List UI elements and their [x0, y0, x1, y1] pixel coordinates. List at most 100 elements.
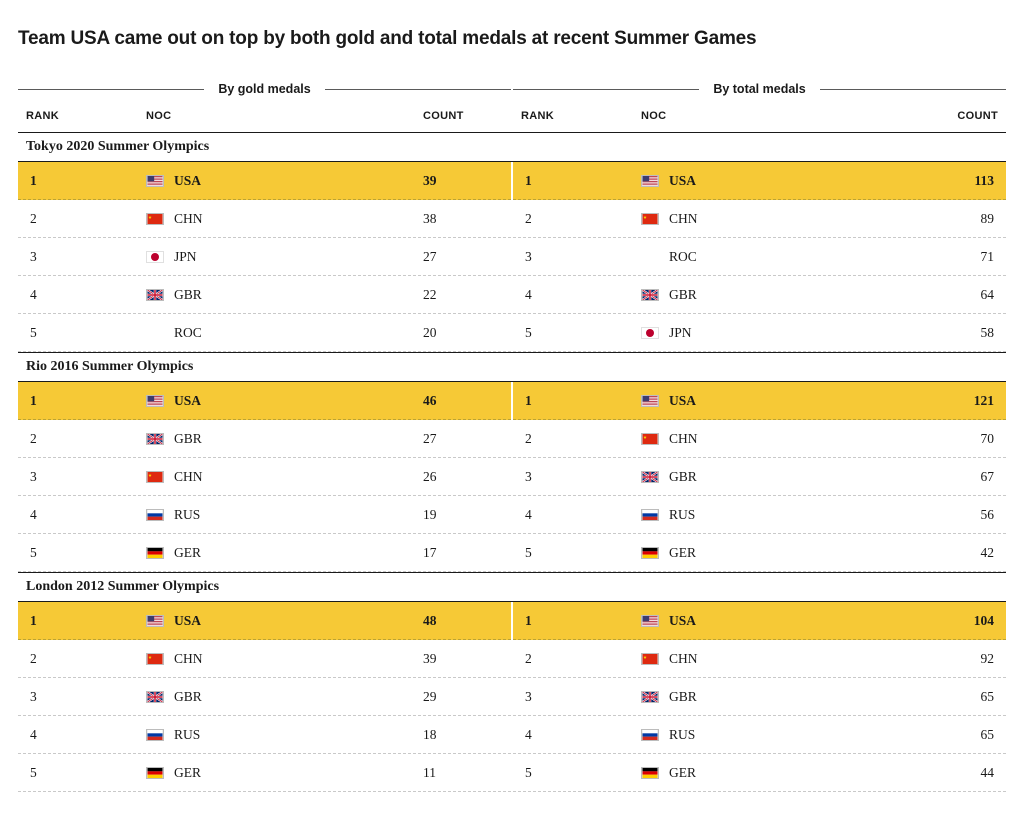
- table-row: 4GBR64: [513, 276, 1006, 314]
- table-row: 1USA104: [513, 602, 1006, 640]
- rank-cell: 4: [521, 507, 641, 523]
- usa-flag-icon: [641, 615, 659, 627]
- rank-cell: 5: [521, 545, 641, 561]
- table-row: 5ROC20: [18, 314, 511, 352]
- table-row: 1USA39: [18, 162, 511, 200]
- noc-cell: GBR: [146, 689, 423, 705]
- panel-header-label: By gold medals: [204, 82, 324, 96]
- table-row: 1USA113: [513, 162, 1006, 200]
- count-cell: 29: [423, 689, 503, 705]
- rank-cell: 5: [26, 765, 146, 781]
- noc-label: GBR: [669, 689, 697, 705]
- count-cell: 67: [918, 469, 998, 485]
- section-rows-band: 1USA392CHN383JPN274GBR225ROC201USA1132CH…: [18, 162, 1006, 352]
- col-rank-header: RANK: [26, 110, 146, 122]
- count-cell: 18: [423, 727, 503, 743]
- rank-cell: 2: [521, 211, 641, 227]
- chn-flag-icon: [641, 653, 659, 665]
- gbr-flag-icon: [146, 289, 164, 301]
- noc-label: GER: [669, 765, 696, 781]
- col-noc-header: NOC: [641, 110, 918, 122]
- rank-cell: 1: [521, 393, 641, 409]
- noc-cell: USA: [146, 173, 423, 189]
- roc-flag-icon: [641, 251, 659, 263]
- rus-flag-icon: [641, 509, 659, 521]
- count-cell: 46: [423, 393, 503, 409]
- noc-cell: RUS: [641, 507, 918, 523]
- noc-cell: ROC: [641, 249, 918, 265]
- noc-cell: GBR: [146, 287, 423, 303]
- table-row: 4RUS18: [18, 716, 511, 754]
- rank-cell: 4: [26, 287, 146, 303]
- table-row: 5GER44: [513, 754, 1006, 792]
- noc-cell: JPN: [641, 325, 918, 341]
- rank-cell: 5: [26, 325, 146, 341]
- ger-flag-icon: [146, 547, 164, 559]
- table-row: 2GBR27: [18, 420, 511, 458]
- noc-cell: GER: [641, 765, 918, 781]
- noc-cell: CHN: [641, 431, 918, 447]
- ger-flag-icon: [146, 767, 164, 779]
- count-cell: 71: [918, 249, 998, 265]
- table-row: 3CHN26: [18, 458, 511, 496]
- usa-flag-icon: [146, 395, 164, 407]
- ger-flag-icon: [641, 547, 659, 559]
- table-row: 5GER42: [513, 534, 1006, 572]
- chn-flag-icon: [146, 471, 164, 483]
- gbr-flag-icon: [641, 691, 659, 703]
- gbr-flag-icon: [641, 289, 659, 301]
- panel-column: 1USA392CHN383JPN274GBR225ROC20: [18, 162, 511, 352]
- panels-container: By gold medalsRANKNOCCOUNTBy total medal…: [18, 82, 1006, 792]
- panel-header-block: By gold medalsRANKNOCCOUNT: [18, 82, 511, 132]
- table-row: 1USA46: [18, 382, 511, 420]
- noc-label: USA: [174, 613, 201, 629]
- table-row: 1USA48: [18, 602, 511, 640]
- rank-cell: 4: [26, 727, 146, 743]
- usa-flag-icon: [146, 615, 164, 627]
- section-rows-band: 1USA462GBR273CHN264RUS195GER171USA1212CH…: [18, 382, 1006, 572]
- section-title: London 2012 Summer Olympics: [18, 572, 1006, 602]
- rank-cell: 3: [26, 249, 146, 265]
- col-rank-header: RANK: [521, 110, 641, 122]
- noc-cell: GBR: [641, 469, 918, 485]
- rus-flag-icon: [641, 729, 659, 741]
- panel-header-block: By total medalsRANKNOCCOUNT: [513, 82, 1006, 132]
- rank-cell: 2: [521, 651, 641, 667]
- chn-flag-icon: [146, 213, 164, 225]
- count-cell: 22: [423, 287, 503, 303]
- rank-cell: 4: [26, 507, 146, 523]
- noc-cell: GBR: [146, 431, 423, 447]
- usa-flag-icon: [146, 175, 164, 187]
- table-row: 4GBR22: [18, 276, 511, 314]
- noc-cell: CHN: [146, 211, 423, 227]
- panel-column: 1USA1042CHN923GBR654RUS655GER44: [513, 602, 1006, 792]
- section-rows-band: 1USA482CHN393GBR294RUS185GER111USA1042CH…: [18, 602, 1006, 792]
- rank-cell: 3: [521, 249, 641, 265]
- noc-cell: USA: [641, 613, 918, 629]
- page-title: Team USA came out on top by both gold an…: [18, 28, 1006, 50]
- count-cell: 65: [918, 689, 998, 705]
- table-row: 5GER11: [18, 754, 511, 792]
- noc-cell: GBR: [641, 287, 918, 303]
- noc-label: CHN: [174, 469, 203, 485]
- rank-cell: 3: [521, 689, 641, 705]
- rank-cell: 4: [521, 727, 641, 743]
- rus-flag-icon: [146, 509, 164, 521]
- noc-label: USA: [174, 393, 201, 409]
- count-cell: 38: [423, 211, 503, 227]
- noc-label: GBR: [174, 431, 202, 447]
- count-cell: 27: [423, 431, 503, 447]
- table-row: 2CHN70: [513, 420, 1006, 458]
- noc-cell: RUS: [146, 727, 423, 743]
- table-row: 2CHN39: [18, 640, 511, 678]
- noc-label: ROC: [174, 325, 202, 341]
- table-row: 3 GBR 65: [513, 678, 1006, 716]
- section-title: Tokyo 2020 Summer Olympics: [18, 132, 1006, 162]
- panel-column: 1USA1212CHN703GBR674RUS565GER42: [513, 382, 1006, 572]
- count-cell: 27: [423, 249, 503, 265]
- table-row: 2CHN89: [513, 200, 1006, 238]
- col-noc-header: NOC: [146, 110, 423, 122]
- table-row: 3ROC71: [513, 238, 1006, 276]
- noc-label: CHN: [174, 651, 203, 667]
- count-cell: 19: [423, 507, 503, 523]
